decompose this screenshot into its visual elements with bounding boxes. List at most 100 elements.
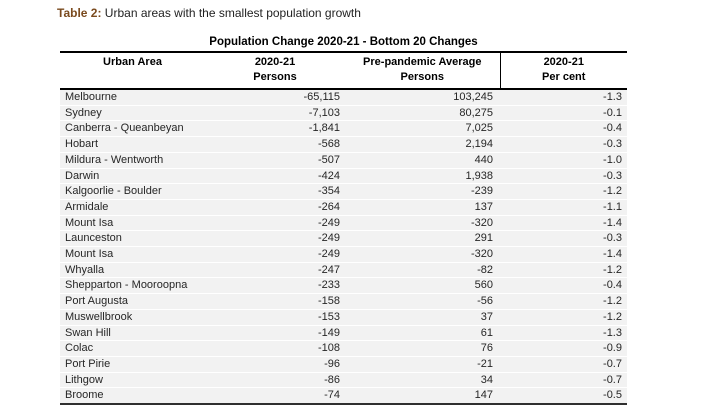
pre-pandemic-cell: -320	[345, 215, 500, 232]
urban-area-cell: Melbourne	[60, 89, 205, 106]
urban-area-cell: Armidale	[60, 199, 205, 216]
table-row: Muswellbrook -153 37 -1.2	[60, 309, 627, 326]
persons-cell: -74	[205, 387, 345, 406]
data-table: Urban Area 2020-21 Persons Pre-pandemic …	[60, 53, 627, 406]
percent-cell: -1.2	[500, 293, 627, 310]
percent-cell: -1.3	[500, 325, 627, 342]
pre-pandemic-cell: 7,025	[345, 120, 500, 138]
urban-area-cell: Shepparton - Mooroopna	[60, 277, 205, 295]
pre-pandemic-cell: 76	[345, 340, 500, 357]
percent-cell: -1.2	[500, 183, 627, 200]
table-row: Port Augusta -158 -56 -1.2	[60, 293, 627, 310]
pre-pandemic-cell: 61	[345, 325, 500, 342]
percent-cell: -0.3	[500, 168, 627, 185]
population-table: Population Change 2020-21 - Bottom 20 Ch…	[60, 35, 627, 406]
header-row: Urban Area 2020-21 Persons Pre-pandemic …	[60, 53, 627, 90]
table-row: Broome -74 147 -0.5	[60, 387, 627, 406]
table-row: Colac -108 76 -0.9	[60, 340, 627, 357]
persons-cell: -149	[205, 325, 345, 342]
pre-pandemic-cell: 291	[345, 230, 500, 248]
table-row: Mount Isa -249 -320 -1.4	[60, 246, 627, 263]
pre-pandemic-cell: -56	[345, 293, 500, 310]
percent-cell: -0.4	[500, 277, 627, 295]
table-row: Whyalla -247 -82 -1.2	[60, 262, 627, 279]
percent-cell: -0.3	[500, 136, 627, 153]
urban-area-cell: Hobart	[60, 136, 205, 153]
pre-pandemic-cell: 2,194	[345, 136, 500, 153]
percent-cell: -0.3	[500, 230, 627, 248]
urban-area-cell: Canberra - Queanbeyan	[60, 120, 205, 138]
percent-cell: -0.5	[500, 387, 627, 406]
table-row: Melbourne -65,115 103,245 -1.3	[60, 89, 627, 106]
urban-area-cell: Broome	[60, 387, 205, 406]
urban-area-cell: Kalgoorlie - Boulder	[60, 183, 205, 200]
table-row: Mildura - Wentworth -507 440 -1.0	[60, 152, 627, 169]
percent-cell: -1.4	[500, 246, 627, 263]
persons-cell: -249	[205, 215, 345, 232]
table-row: Mount Isa -249 -320 -1.4	[60, 215, 627, 232]
persons-cell: -249	[205, 230, 345, 248]
urban-area-cell: Mount Isa	[60, 215, 205, 232]
table-row: Darwin -424 1,938 -0.3	[60, 168, 627, 185]
urban-area-cell: Swan Hill	[60, 325, 205, 342]
percent-cell: -0.4	[500, 120, 627, 138]
urban-area-cell: Colac	[60, 340, 205, 357]
table-number-label: Table 2:	[57, 6, 102, 20]
persons-cell: -86	[205, 372, 345, 389]
persons-cell: -153	[205, 309, 345, 326]
pre-pandemic-cell: 440	[345, 152, 500, 169]
urban-area-cell: Mildura - Wentworth	[60, 152, 205, 169]
column-header-persons: 2020-21 Persons	[205, 53, 345, 90]
urban-area-cell: Muswellbrook	[60, 309, 205, 326]
urban-area-cell: Darwin	[60, 168, 205, 185]
pre-pandemic-cell: 80,275	[345, 105, 500, 122]
pre-pandemic-cell: -239	[345, 183, 500, 200]
urban-area-cell: Sydney	[60, 105, 205, 122]
urban-area-cell: Lithgow	[60, 372, 205, 389]
urban-area-cell: Whyalla	[60, 262, 205, 279]
column-header-urban-area: Urban Area	[60, 53, 205, 90]
persons-cell: -7,103	[205, 105, 345, 122]
persons-cell: -507	[205, 152, 345, 169]
urban-area-cell: Mount Isa	[60, 246, 205, 263]
table-row: Canberra - Queanbeyan -1,841 7,025 -0.4	[60, 120, 627, 138]
table-row: Armidale -264 137 -1.1	[60, 199, 627, 216]
column-header-pre-pandemic: Pre-pandemic Average Persons	[345, 53, 500, 90]
percent-cell: -0.7	[500, 372, 627, 389]
percent-cell: -1.0	[500, 152, 627, 169]
persons-cell: -424	[205, 168, 345, 185]
percent-cell: -1.2	[500, 309, 627, 326]
document-title: Table 2: Urban areas with the smallest p…	[57, 6, 361, 20]
percent-cell: -1.1	[500, 199, 627, 216]
pre-pandemic-cell: -320	[345, 246, 500, 263]
persons-cell: -233	[205, 277, 345, 295]
persons-cell: -65,115	[205, 89, 345, 106]
table-row: Sydney -7,103 80,275 -0.1	[60, 105, 627, 122]
table-row: Hobart -568 2,194 -0.3	[60, 136, 627, 153]
persons-cell: -158	[205, 293, 345, 310]
table-caption: Population Change 2020-21 - Bottom 20 Ch…	[60, 35, 627, 53]
table-row: Swan Hill -149 61 -1.3	[60, 325, 627, 342]
table-row: Kalgoorlie - Boulder -354 -239 -1.2	[60, 183, 627, 200]
pre-pandemic-cell: 560	[345, 277, 500, 295]
percent-cell: -0.1	[500, 105, 627, 122]
column-header-per-cent: 2020-21 Per cent	[499, 53, 627, 90]
urban-area-cell: Port Augusta	[60, 293, 205, 310]
percent-cell: -1.4	[500, 215, 627, 232]
persons-cell: -247	[205, 262, 345, 279]
urban-area-cell: Launceston	[60, 230, 205, 248]
table-row: Launceston -249 291 -0.3	[60, 230, 627, 248]
persons-cell: -354	[205, 183, 345, 200]
persons-cell: -96	[205, 356, 345, 373]
pre-pandemic-cell: 1,938	[345, 168, 500, 185]
pre-pandemic-cell: -21	[345, 356, 500, 373]
pre-pandemic-cell: 147	[345, 387, 500, 406]
pre-pandemic-cell: -82	[345, 262, 500, 279]
persons-cell: -1,841	[205, 120, 345, 138]
percent-cell: -0.7	[500, 356, 627, 373]
percent-cell: -1.3	[500, 89, 627, 106]
persons-cell: -108	[205, 340, 345, 357]
percent-cell: -0.9	[500, 340, 627, 357]
table-row: Shepparton - Mooroopna -233 560 -0.4	[60, 277, 627, 295]
table-row: Port Pirie -96 -21 -0.7	[60, 356, 627, 373]
